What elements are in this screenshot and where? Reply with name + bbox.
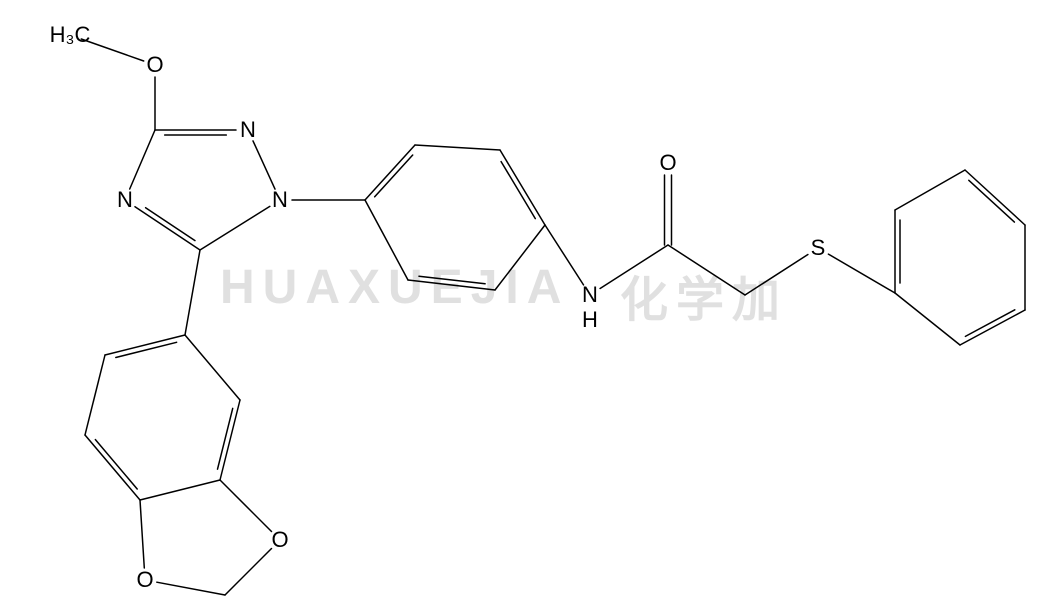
molecule-diagram [0,0,1038,596]
